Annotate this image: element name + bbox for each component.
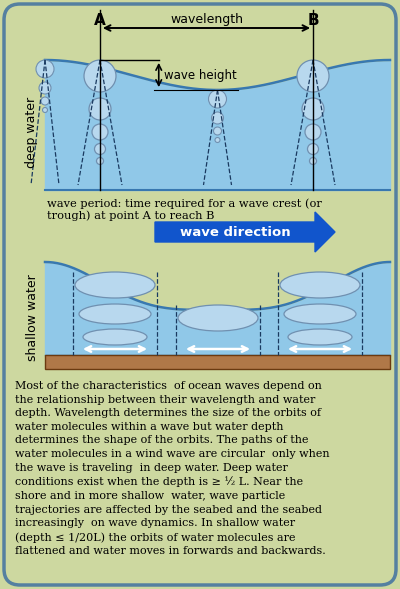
Circle shape — [308, 144, 318, 154]
Circle shape — [297, 60, 329, 92]
Circle shape — [310, 157, 316, 164]
Text: deep water: deep water — [26, 97, 38, 168]
Ellipse shape — [83, 329, 147, 345]
Circle shape — [84, 60, 116, 92]
Circle shape — [302, 98, 324, 120]
Text: Most of the characteristics  of ocean waves depend on
the relationship between t: Most of the characteristics of ocean wav… — [15, 381, 330, 556]
Ellipse shape — [284, 304, 356, 324]
Ellipse shape — [79, 304, 151, 324]
Circle shape — [212, 112, 224, 124]
Ellipse shape — [75, 272, 155, 298]
Circle shape — [39, 82, 51, 94]
Circle shape — [215, 137, 220, 143]
Circle shape — [92, 124, 108, 140]
Ellipse shape — [178, 305, 258, 331]
Circle shape — [305, 124, 321, 140]
Circle shape — [89, 98, 111, 120]
Text: wavelength: wavelength — [170, 13, 243, 26]
Text: A: A — [94, 13, 106, 28]
Text: wave period: time required for a wave crest (or
trough) at point A to reach B: wave period: time required for a wave cr… — [47, 198, 322, 221]
Ellipse shape — [288, 329, 352, 345]
Text: wave direction: wave direction — [180, 226, 290, 239]
Polygon shape — [155, 212, 335, 252]
Circle shape — [96, 157, 104, 164]
Circle shape — [214, 127, 222, 135]
FancyBboxPatch shape — [4, 4, 396, 585]
Bar — [45, 355, 390, 369]
Text: B: B — [307, 13, 319, 28]
Circle shape — [42, 108, 48, 112]
Text: shallow water: shallow water — [26, 274, 38, 361]
Circle shape — [208, 90, 226, 108]
Ellipse shape — [280, 272, 360, 298]
Circle shape — [41, 97, 49, 105]
Circle shape — [94, 144, 106, 154]
Text: wave height: wave height — [164, 68, 236, 81]
Circle shape — [36, 60, 54, 78]
